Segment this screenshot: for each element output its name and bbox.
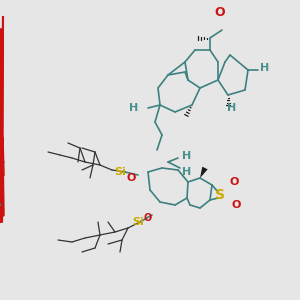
Text: Si: Si	[114, 167, 126, 177]
Text: Si: Si	[132, 217, 144, 227]
Text: O: O	[144, 213, 152, 223]
Polygon shape	[200, 167, 208, 178]
Text: H: H	[182, 151, 191, 161]
Text: H: H	[129, 103, 138, 113]
Text: H: H	[260, 63, 269, 73]
Text: O: O	[215, 5, 225, 19]
Text: O: O	[232, 200, 242, 210]
Text: S: S	[215, 188, 225, 202]
Text: O: O	[127, 173, 136, 183]
Text: H: H	[182, 167, 191, 177]
Text: O: O	[230, 177, 239, 187]
Text: H: H	[227, 103, 237, 113]
